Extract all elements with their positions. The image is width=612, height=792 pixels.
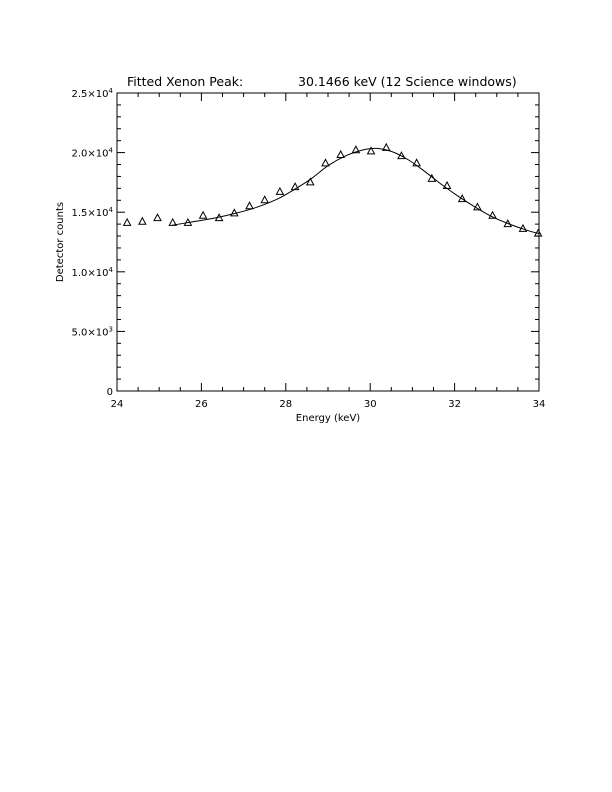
data-point: [488, 210, 497, 219]
data-point: [336, 149, 345, 158]
x-tick-label: 30: [364, 399, 377, 410]
y-tick-label: 2.0×104: [72, 147, 114, 160]
data-point: [518, 223, 528, 232]
chart-title-text: Fitted Xenon Peak:: [127, 74, 243, 89]
y-tick-labels: 0 5.0×103 1.0×104 1.5×104 2.0×104 2.5×104: [72, 87, 114, 398]
data-point: [214, 213, 224, 222]
data-point: [457, 194, 467, 203]
x-tick-label: 24: [111, 399, 124, 410]
data-point: [381, 142, 391, 151]
y-tick-label: 0: [107, 387, 113, 398]
data-point: [245, 201, 254, 210]
x-axis-label: Energy (keV): [296, 413, 361, 424]
data-point: [275, 186, 285, 195]
data-point: [503, 219, 513, 228]
x-tick-label: 34: [533, 399, 546, 410]
axis-ticks: [116, 92, 540, 392]
data-point: [229, 208, 239, 217]
plot-frame: [116, 92, 540, 392]
chart-title: Fitted Xenon Peak: 30.1466 keV (12 Scien…: [127, 74, 517, 89]
data-point: [137, 216, 147, 225]
data-point: [122, 217, 132, 226]
x-tick-labels: 24 26 28 30 32 34: [111, 399, 546, 410]
data-point: [412, 158, 421, 167]
data-point: [533, 228, 543, 237]
fit-curve: [171, 147, 540, 235]
data-point: [351, 145, 361, 154]
y-tick-label: 1.0×104: [72, 266, 114, 279]
data-point: [427, 173, 437, 182]
x-tick-label: 32: [448, 399, 461, 410]
data-point: [260, 195, 270, 204]
x-tick-label: 28: [279, 399, 292, 410]
data-points-layer: [122, 142, 543, 237]
data-point: [366, 146, 376, 155]
data-point: [321, 158, 330, 167]
data-point: [442, 180, 452, 189]
y-tick-label: 2.5×104: [72, 87, 114, 100]
data-point: [183, 217, 193, 226]
data-point: [397, 151, 406, 160]
data-point: [153, 213, 162, 222]
y-axis-label: Detector counts: [55, 202, 66, 282]
x-tick-label: 26: [195, 399, 208, 410]
fit-curve-layer: [171, 147, 540, 235]
chart-title-value: 30.1466 keV (12 Science windows): [298, 74, 517, 89]
data-point: [305, 177, 315, 186]
data-point: [473, 202, 482, 211]
data-point: [168, 217, 178, 226]
data-point: [198, 210, 208, 219]
y-tick-label: 1.5×104: [72, 206, 114, 219]
data-point: [290, 182, 300, 191]
y-tick-label: 5.0×103: [72, 325, 113, 338]
